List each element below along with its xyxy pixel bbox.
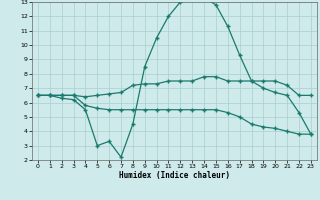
X-axis label: Humidex (Indice chaleur): Humidex (Indice chaleur): [119, 171, 230, 180]
